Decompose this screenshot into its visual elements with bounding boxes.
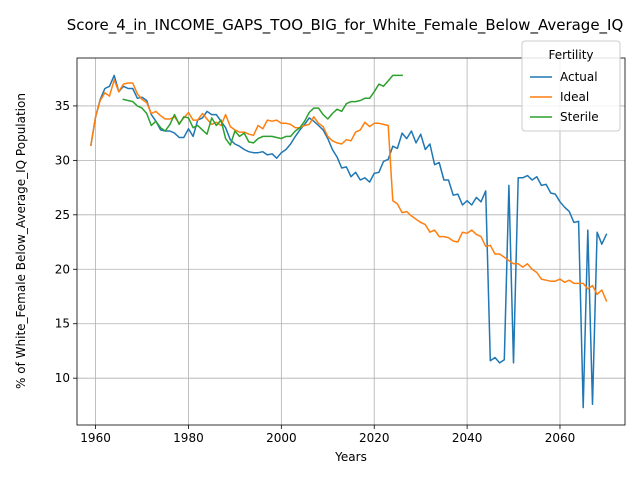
y-tick-label: 15: [55, 317, 70, 331]
legend: Fertility Actual Ideal Sterile: [521, 40, 621, 132]
x-tick-label: 1980: [173, 431, 204, 445]
x-tick-label: 1960: [80, 431, 111, 445]
y-axis-label: % of White_Female Below_Average_IQ Popul…: [14, 93, 28, 389]
chart-title: Score_4_in_INCOME_GAPS_TOO_BIG_for_White…: [67, 16, 624, 35]
legend-label-actual: Actual: [560, 70, 598, 84]
grid-lines: [77, 58, 625, 425]
x-tick-label: 2020: [359, 431, 390, 445]
x-tick-label: 2040: [452, 431, 483, 445]
legend-title: Fertility: [548, 48, 593, 62]
x-tick-label: 2060: [545, 431, 576, 445]
y-tick-label: 20: [55, 262, 70, 276]
legend-label-ideal: Ideal: [560, 90, 589, 104]
x-axis-label: Years: [334, 450, 367, 464]
y-tick-label: 35: [55, 99, 70, 113]
x-axis-ticks: 1960 1980 2000 2020 2040 2060: [80, 425, 575, 445]
series-line-sterile: [122, 74, 403, 146]
plot-area-frame: [76, 57, 626, 426]
legend-label-sterile: Sterile: [560, 110, 599, 124]
y-tick-label: 25: [55, 208, 70, 222]
series-lines: [90, 74, 608, 409]
x-tick-label: 2000: [266, 431, 297, 445]
series-line-actual: [90, 74, 608, 409]
y-tick-label: 30: [55, 153, 70, 167]
y-tick-label: 10: [55, 371, 70, 385]
y-axis-ticks: 10 15 20 25 30 35: [55, 99, 77, 385]
legend-box: [521, 40, 621, 132]
